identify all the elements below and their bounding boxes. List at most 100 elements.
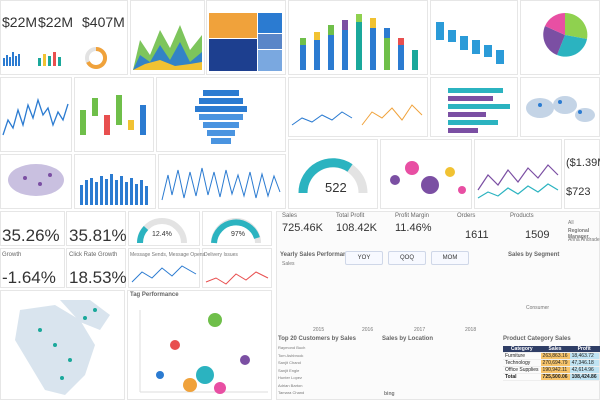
kpi-rate-1: -1.64% (2, 268, 56, 287)
metric-value-products: 1509 (525, 229, 550, 241)
customer-name: Adrian Barton (278, 382, 303, 388)
click-rate-label: Click Rate Growth (69, 252, 118, 258)
category-table-header: CategorySalesProfitProfit % (503, 346, 600, 353)
region-filter-manager[interactable]: Anna Andrade (568, 237, 600, 243)
kpi-percent-1: 35.26% (2, 226, 60, 245)
category-table-cell: Furniture (503, 352, 541, 360)
category-table-cell: 263,863.16 (540, 352, 570, 360)
category-table-heading: Category (503, 346, 541, 353)
tile-area-chart (130, 0, 205, 75)
metric-value-margin: 11.46% (395, 222, 432, 234)
kpi-value-2: $22M (38, 14, 74, 30)
money-card-2: $723 (566, 186, 591, 198)
sales-by-segment-title: Sales by Segment (508, 252, 560, 258)
category-table-cell: Total (503, 373, 541, 381)
category-table-cell: 190,942.11 (540, 366, 570, 374)
category-table-cell: Office Supplies (503, 366, 541, 374)
kpi-rate-2: 18.53% (69, 268, 127, 287)
category-table-cell: 14.94 (598, 373, 600, 381)
region-filter-label: Regional Manager (568, 228, 590, 240)
metric-label-products: Products (510, 213, 534, 219)
tile-tag-scatter (127, 290, 272, 400)
customer-name: Tom Ashbrook (278, 352, 304, 358)
year-label-2015: 2015 (313, 327, 325, 333)
tile-money-cards (564, 139, 600, 209)
kpi-value-1: $22M (2, 14, 38, 30)
kpi-percent-2: 35.81% (69, 226, 127, 245)
tile-kpi-35-26 (0, 211, 65, 246)
category-table-cell: 17.49 (598, 359, 600, 367)
segment-label-consumer: Consumer (526, 305, 550, 311)
tab-qoq[interactable]: QOQ (388, 251, 426, 265)
category-table-cell: 18,463.72 (569, 352, 599, 360)
tile-africa-map (0, 290, 125, 400)
tile-pie (520, 0, 600, 75)
tile-spiky-line (158, 154, 286, 209)
product-category-title: Product Category Sales (503, 336, 571, 342)
region-filter-all[interactable]: All (568, 220, 574, 226)
sales-by-location-title: Sales by Location (382, 336, 434, 342)
tile-kpi-35-81 (66, 211, 126, 246)
category-table-cell: 725,500.06 (540, 373, 570, 381)
tile-bubble (380, 139, 472, 209)
gauge-value-2: 97% (231, 231, 246, 238)
category-table-cell: 47,346.18 (569, 359, 599, 367)
tile-us-map (0, 154, 72, 209)
tile-world-map (520, 77, 600, 137)
metric-label-margin: Profit Margin (395, 213, 430, 219)
tile-kpi-growth (0, 248, 65, 288)
tile-stacked-columns (288, 0, 428, 75)
tile-gauge (288, 139, 378, 209)
message-sends-label: Message Sends, Message Opens (130, 252, 206, 258)
category-table-heading: Profit % (598, 346, 600, 353)
customer-name: Sanjit Chand (278, 360, 301, 365)
category-table-body: Furniture263,863.1618,463.727.00Technolo… (503, 352, 600, 381)
center-gauge-value: 522 (325, 180, 347, 195)
bing-logo: bing (384, 391, 395, 397)
tile-gauge-12 (128, 211, 200, 246)
tile-line-series (474, 139, 562, 209)
tile-variance-bars (74, 77, 154, 152)
growth-label: Growth (2, 252, 22, 258)
tag-performance-title: Tag Performance (130, 292, 179, 298)
customer-name: Hunter Lopez (278, 375, 303, 380)
customer-name: Raymond Buch (278, 345, 306, 350)
category-table-cell: 270,694.79 (540, 359, 570, 367)
tile-line-chart (0, 77, 72, 152)
metric-label-profit: Total Profit (336, 213, 365, 219)
category-sales-table: CategorySalesProfitProfit % Furniture263… (503, 346, 600, 381)
metric-label-sales: Sales (282, 213, 298, 219)
yearly-sales-title: Yearly Sales Performance (280, 252, 354, 258)
tile-waterfall (430, 0, 518, 75)
metric-value-orders: 1611 (465, 229, 489, 241)
tab-yoy[interactable]: YOY (345, 251, 383, 265)
delivery-issues-label: Delivery Issues (204, 252, 238, 258)
tile-column-series (74, 154, 156, 209)
category-table-heading: Sales (540, 346, 570, 353)
tile-hbar (430, 77, 518, 137)
metric-value-profit: 108.42K (336, 222, 377, 234)
tab-mom[interactable]: MOM (431, 251, 469, 265)
category-table-cell: 7.00 (598, 352, 600, 360)
customer-name: Sanjit Engle (278, 367, 300, 373)
category-table-cell: 22.32 (598, 366, 600, 374)
tile-budget-lines (288, 77, 428, 137)
category-table-cell: 42,614.96 (569, 366, 599, 374)
metric-value-sales: 725.46K (282, 222, 323, 234)
category-table-heading: Profit (569, 346, 599, 353)
customer-name: Tamara Chand (278, 390, 305, 395)
year-label-2017: 2017 (414, 327, 426, 333)
money-card-1: ($1.39M (566, 157, 600, 169)
tile-gauge-97 (202, 211, 272, 246)
tile-kpi-click (66, 248, 126, 288)
kpi-value-3: $407M (82, 14, 125, 30)
tile-kpi-overview (0, 0, 128, 75)
metric-label-orders: Orders (457, 213, 476, 219)
category-table-cell: 108,424.86 (569, 373, 599, 381)
tile-treemap (206, 0, 286, 75)
